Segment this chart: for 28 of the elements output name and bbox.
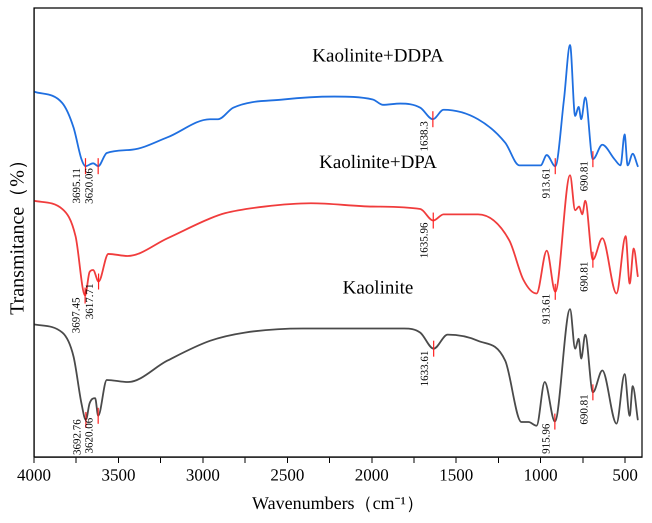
annotation: 3697.45 (70, 297, 82, 334)
annotation: 3692.76 (71, 418, 84, 455)
annotation: 3695.11 (70, 168, 83, 204)
annotation: 3620.06 (84, 417, 96, 454)
x-tick-label: 1500 (439, 466, 474, 485)
series-label: Kaolinite+DDPA (312, 46, 444, 67)
annotation: 1638.3 (418, 120, 430, 152)
annotation: 690.81 (578, 394, 590, 425)
annotation: 913.61 (540, 294, 553, 324)
annotation: 3620.06 (84, 168, 96, 204)
x-axis-title: Wavenumbers（cm⁻¹） (252, 492, 424, 513)
x-tick-label: 1000 (524, 466, 558, 485)
y-axis-title: Transmitance（%） (6, 150, 28, 315)
x-tick-label: 3500 (101, 466, 136, 485)
annotation: 913.61 (540, 168, 553, 198)
annotation: 690.81 (578, 161, 590, 192)
x-tick-label: 2000 (354, 466, 389, 485)
series-label: Kaolinite+DPA (319, 152, 438, 174)
x-tick-label: 2500 (270, 466, 304, 485)
x-tick-label: 3000 (186, 466, 220, 485)
x-tick-label: 4000 (17, 466, 51, 485)
annotation: 690.81 (578, 262, 590, 292)
annotation: 915.96 (540, 423, 552, 454)
series-label: Kaolinite (342, 277, 414, 298)
annotation: 1633.61 (419, 350, 432, 386)
annotation: 1635.96 (418, 222, 431, 258)
annotation: 3617.71 (84, 284, 96, 320)
x-tick-label: 500 (612, 466, 638, 485)
